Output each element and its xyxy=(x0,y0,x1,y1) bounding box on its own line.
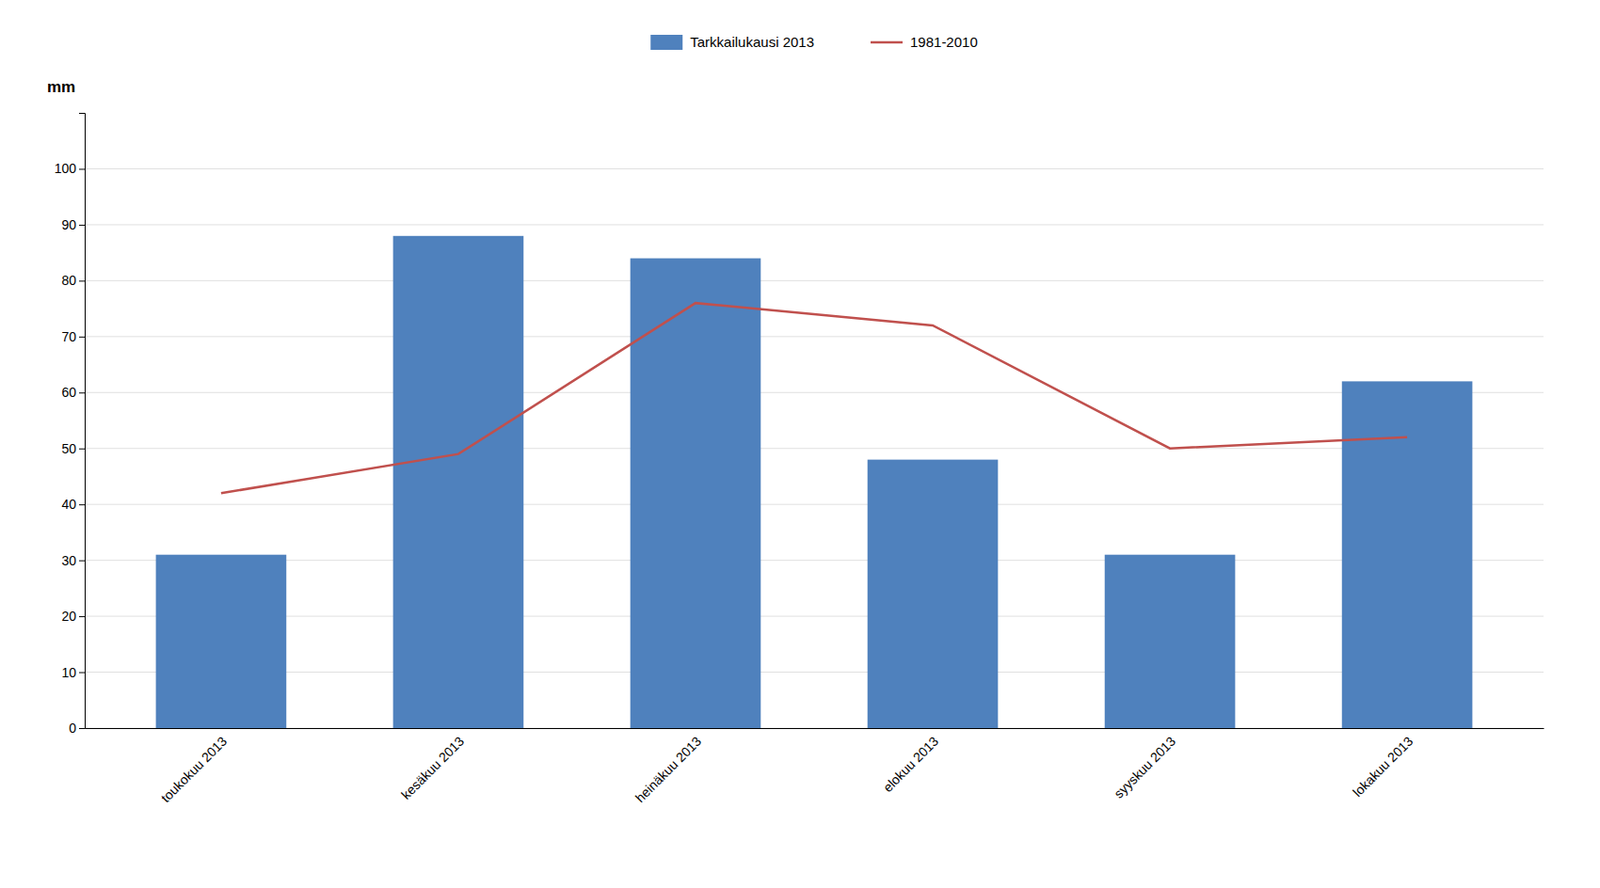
x-tick: heinäkuu 2013 xyxy=(632,734,704,806)
x-tick: kesäkuu 2013 xyxy=(398,734,467,803)
legend-item: 1981-2010 xyxy=(870,33,978,50)
y-tick-label: 50 xyxy=(61,441,77,457)
y-tick: 10 xyxy=(61,665,85,681)
bar xyxy=(156,555,288,729)
y-tick-mark xyxy=(79,280,85,282)
y-tick-label: 80 xyxy=(61,272,77,288)
line xyxy=(221,303,1408,494)
y-tick: 40 xyxy=(61,496,85,512)
y-tick-mark xyxy=(79,728,85,730)
legend-swatch xyxy=(870,41,903,45)
legend-swatch xyxy=(650,34,683,50)
grid-line xyxy=(84,616,1544,618)
x-tick-label: kesäkuu 2013 xyxy=(398,734,467,803)
grid-line xyxy=(84,672,1544,673)
y-tick-mark xyxy=(79,224,85,226)
x-tick-label: elokuu 2013 xyxy=(880,734,942,796)
x-tick-label: toukokuu 2013 xyxy=(158,734,230,806)
y-axis-line xyxy=(79,113,86,730)
chart: 0 10 20 30 40 50 60 70 80 90 100 toukokuu 2013 kesäk… xyxy=(0,0,1600,888)
grid xyxy=(84,168,1544,729)
y-tick: 20 xyxy=(61,608,85,624)
grid-line xyxy=(84,168,1544,170)
bar xyxy=(867,460,999,729)
bar xyxy=(393,236,525,729)
y-tick-label: 90 xyxy=(61,217,77,233)
x-tick-label: lokakuu 2013 xyxy=(1349,734,1416,800)
legend: Tarkkailukausi 2013 1981-2010 xyxy=(650,33,977,50)
marks xyxy=(156,236,1473,729)
x-tick: syyskuu 2013 xyxy=(1110,734,1179,802)
bar-series xyxy=(156,236,1473,729)
y-tick-label: 70 xyxy=(61,329,77,345)
y-tick: 80 xyxy=(61,272,85,288)
x-tick: toukokuu 2013 xyxy=(158,734,230,806)
y-tick: 70 xyxy=(61,329,85,345)
grid-line xyxy=(84,224,1544,225)
y-tick-mark xyxy=(79,672,85,674)
y-tick-label: 100 xyxy=(54,160,78,176)
y-tick-label: 60 xyxy=(61,384,77,400)
bar xyxy=(1104,555,1236,729)
legend-label: 1981-2010 xyxy=(910,33,978,50)
y-tick-mark xyxy=(79,168,85,170)
grid-line xyxy=(84,336,1544,337)
y-tick-mark xyxy=(79,504,85,506)
y-label: mm xyxy=(47,78,76,96)
grid-line xyxy=(84,392,1544,394)
y-tick-label: 30 xyxy=(61,553,77,569)
y-tick-mark xyxy=(79,392,85,394)
y-tick-mark xyxy=(79,560,85,562)
y-tick: 0 xyxy=(68,720,85,736)
y-tick-mark xyxy=(79,448,85,450)
x-tick: elokuu 2013 xyxy=(880,734,942,796)
x-tick-label: heinäkuu 2013 xyxy=(632,734,704,806)
y-tick: 50 xyxy=(61,441,85,457)
y-tick-label: 10 xyxy=(61,665,77,681)
grid-line xyxy=(84,448,1544,449)
bar xyxy=(630,258,762,729)
x-axis: toukokuu 2013 kesäkuu 2013 heinäkuu 2013 el… xyxy=(85,729,1545,807)
grid-line xyxy=(84,560,1544,561)
y-axis: 0 10 20 30 40 50 60 70 80 90 100 xyxy=(54,113,86,736)
y-tick: 60 xyxy=(61,384,85,400)
y-tick-label: 40 xyxy=(61,496,77,512)
legend-label: Tarkkailukausi 2013 xyxy=(689,33,815,50)
bar xyxy=(1342,381,1473,729)
y-tick-label: 20 xyxy=(61,608,77,624)
grid-line xyxy=(84,504,1544,506)
x-tick: lokakuu 2013 xyxy=(1349,734,1416,800)
y-tick-label: 0 xyxy=(68,720,77,736)
x-axis-line xyxy=(85,728,1545,730)
y-tick-mark xyxy=(79,616,85,618)
y-tick-mark xyxy=(79,336,85,338)
x-tick-label: syyskuu 2013 xyxy=(1110,734,1179,802)
plot: 0 10 20 30 40 50 60 70 80 90 100 toukokuu 2013 kesäk… xyxy=(54,113,1545,807)
legend-item: Tarkkailukausi 2013 xyxy=(650,33,815,50)
y-tick: 30 xyxy=(61,553,85,569)
y-tick: 90 xyxy=(61,217,85,233)
y-tick: 100 xyxy=(54,160,85,176)
grid-line xyxy=(84,280,1544,282)
grid-line xyxy=(84,728,1544,730)
